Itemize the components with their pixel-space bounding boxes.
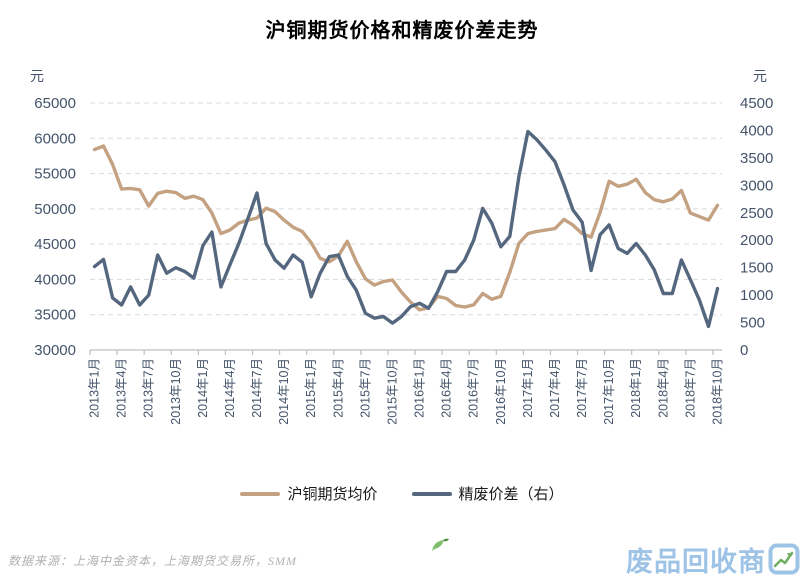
- legend: 沪铜期货均价 精废价差（右）: [0, 483, 804, 504]
- x-axis-tick-label: 2013年4月: [115, 358, 129, 418]
- x-axis-tick-label: 2015年4月: [331, 358, 345, 418]
- watermark-text: 废品回收商: [432, 538, 766, 577]
- x-axis-tick-label: 2014年10月: [277, 358, 291, 425]
- data-source-note: 数据来源：上海中金资本，上海期货交易所，SMM: [8, 554, 297, 568]
- x-axis-tick-label: 2017年4月: [548, 358, 562, 418]
- right-axis-tick-label: 1500: [740, 260, 773, 277]
- series-line-1: [92, 129, 720, 329]
- chart-title: 沪铜期货价格和精废价差走势: [265, 20, 539, 42]
- trend-up-chart-icon: [768, 543, 800, 580]
- x-axis-tick-label: 2014年1月: [196, 358, 210, 418]
- left-axis-tick-label: 40000: [34, 271, 76, 288]
- left-axis-tick-label: 55000: [34, 166, 76, 183]
- right-axis-tick-label: 1000: [740, 287, 773, 304]
- x-axis-tick-label: 2016年10月: [494, 358, 508, 425]
- right-axis-tick-label: 500: [740, 315, 765, 332]
- scrap-spread-line-swatch: [411, 491, 452, 496]
- x-axis-tick-label: 2013年1月: [88, 358, 102, 418]
- watermark-logo: 废品回收商: [432, 538, 800, 580]
- x-axis-tick-label: 2018年10月: [710, 358, 724, 425]
- legend-label-scrap-spread: 精废价差（右）: [458, 486, 564, 503]
- x-axis-tick-label: 2013年10月: [169, 358, 183, 425]
- left-axis-tick-label: 65000: [34, 95, 76, 112]
- left-axis-unit-label: 元: [30, 68, 44, 84]
- left-axis-tick-label: 30000: [34, 342, 76, 359]
- left-axis-tick-label: 45000: [34, 236, 76, 253]
- right-axis-tick-label: 3000: [740, 177, 773, 194]
- right-axis-tick-label: 2500: [740, 205, 773, 222]
- left-axis-tick-label: 35000: [34, 307, 76, 324]
- x-axis-tick-label: 2016年1月: [413, 358, 427, 418]
- right-axis-tick-label: 2000: [740, 232, 773, 249]
- x-axis-tick-label: 2014年7月: [250, 358, 264, 418]
- x-axis-tick-label: 2016年4月: [440, 358, 454, 418]
- right-axis-tick-label: 0: [740, 342, 748, 359]
- legend-item-scrap-spread: 精废价差（右）: [411, 483, 564, 504]
- x-axis-tick-label: 2018年1月: [629, 358, 643, 418]
- x-axis-tick-label: 2015年7月: [358, 358, 372, 418]
- leaf-icon: [432, 538, 449, 551]
- x-axis-tick-label: 2017年10月: [602, 358, 616, 425]
- x-axis-tick-label: 2014年4月: [223, 358, 237, 418]
- right-axis-tick-label: 3500: [740, 150, 773, 167]
- series-line-0: [92, 144, 720, 312]
- futures-price-line-swatch: [240, 491, 281, 496]
- legend-label-futures-price: 沪铜期货均价: [287, 486, 378, 503]
- x-axis-tick-label: 2017年1月: [521, 358, 535, 418]
- legend-item-futures-price: 沪铜期货均价: [240, 483, 378, 504]
- left-axis-tick-label: 60000: [34, 130, 76, 147]
- right-axis-unit-label: 元: [753, 68, 767, 84]
- left-axis-tick-label: 50000: [34, 201, 76, 218]
- x-axis-tick-label: 2016年7月: [467, 358, 481, 418]
- x-axis-tick-label: 2018年7月: [683, 358, 697, 418]
- x-axis-tick-label: 2017年7月: [575, 358, 589, 418]
- right-axis-tick-label: 4500: [740, 95, 773, 112]
- x-axis-tick-label: 2013年7月: [142, 358, 156, 418]
- x-axis-tick-label: 2015年1月: [304, 358, 318, 418]
- x-axis-tick-label: 2018年4月: [656, 358, 670, 418]
- right-axis-tick-label: 4000: [740, 122, 773, 139]
- x-axis-tick-label: 2015年10月: [385, 358, 399, 425]
